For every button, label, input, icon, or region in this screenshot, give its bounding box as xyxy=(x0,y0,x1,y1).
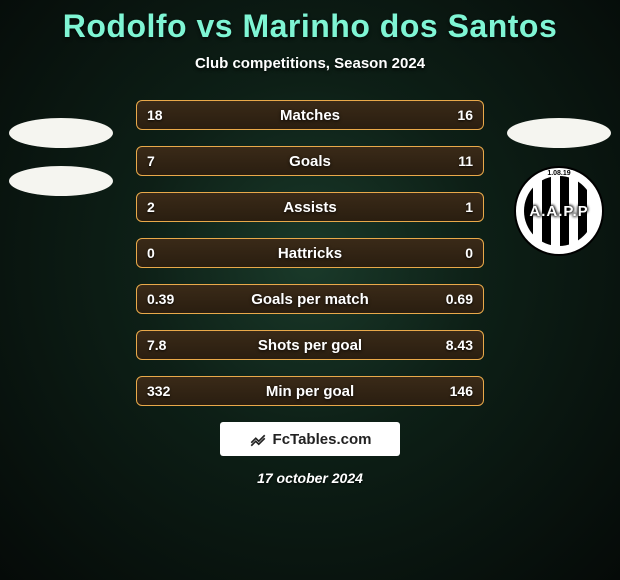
player-left-photo-placeholder xyxy=(9,118,113,148)
stat-row: 332Min per goal146 xyxy=(136,376,484,406)
stat-right-value: 11 xyxy=(458,153,473,169)
stat-row: 2Assists1 xyxy=(136,192,484,222)
stat-right-value: 1 xyxy=(465,199,473,215)
stat-label: Assists xyxy=(137,199,483,216)
stat-right-value: 8.43 xyxy=(446,337,473,353)
player-left-club-placeholder xyxy=(9,166,113,196)
player-right-badges: 1.08.19 A.A.P.P xyxy=(504,118,614,256)
club-logo-stripes: A.A.P.P xyxy=(524,176,594,246)
stat-label: Min per goal xyxy=(137,383,483,400)
stat-label: Hattricks xyxy=(137,245,483,262)
stat-label: Shots per goal xyxy=(137,337,483,354)
subtitle: Club competitions, Season 2024 xyxy=(0,55,620,72)
stats-table: 18Matches167Goals112Assists10Hattricks00… xyxy=(136,100,484,406)
player-right-club-logo: 1.08.19 A.A.P.P xyxy=(514,166,604,256)
brand-badge[interactable]: FcTables.com xyxy=(220,422,400,456)
stat-row: 0Hattricks0 xyxy=(136,238,484,268)
comparison-card: Rodolfo vs Marinho dos Santos Club compe… xyxy=(0,0,620,580)
stat-right-value: 0 xyxy=(465,245,473,261)
stat-row: 0.39Goals per match0.69 xyxy=(136,284,484,314)
stat-row: 18Matches16 xyxy=(136,100,484,130)
stat-label: Goals per match xyxy=(137,291,483,308)
brand-text: FcTables.com xyxy=(273,431,372,448)
stat-right-value: 0.69 xyxy=(446,291,473,307)
page-title: Rodolfo vs Marinho dos Santos xyxy=(0,8,620,45)
chart-icon xyxy=(249,430,267,448)
player-left-badges xyxy=(6,118,116,196)
club-logo-text: A.A.P.P xyxy=(529,203,588,220)
stat-label: Matches xyxy=(137,107,483,124)
stat-row: 7.8Shots per goal8.43 xyxy=(136,330,484,360)
date-text: 17 october 2024 xyxy=(0,470,620,486)
stat-row: 7Goals11 xyxy=(136,146,484,176)
stat-right-value: 146 xyxy=(450,383,473,399)
stat-label: Goals xyxy=(137,153,483,170)
player-right-photo-placeholder xyxy=(507,118,611,148)
stat-right-value: 16 xyxy=(457,107,473,123)
